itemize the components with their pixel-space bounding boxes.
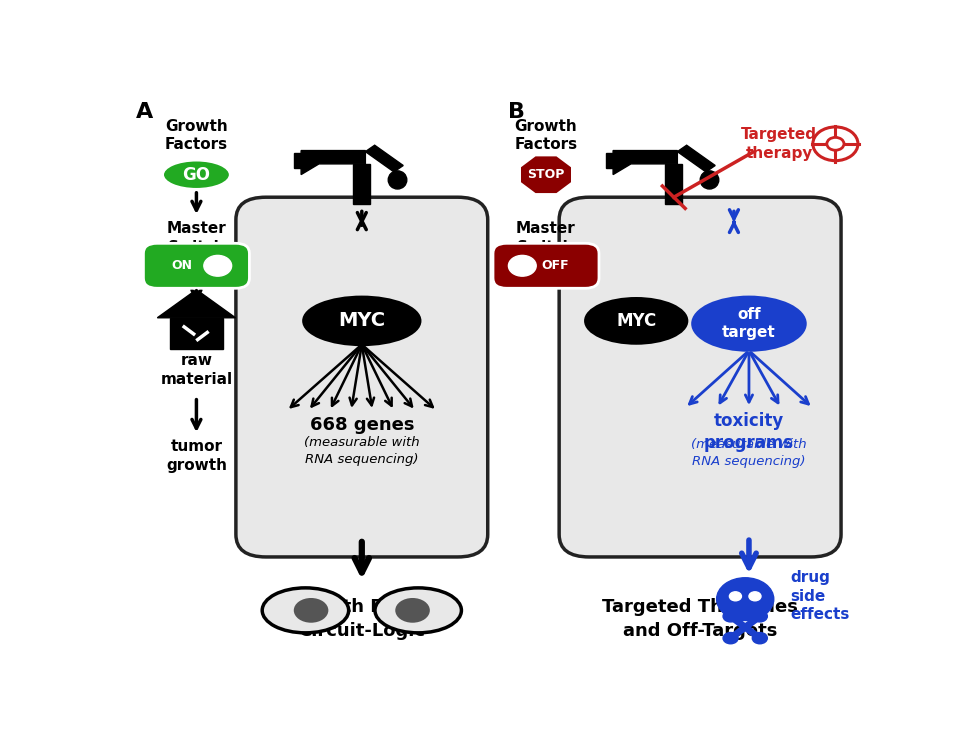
FancyBboxPatch shape bbox=[665, 164, 681, 204]
FancyBboxPatch shape bbox=[492, 243, 599, 288]
Ellipse shape bbox=[375, 588, 461, 633]
Ellipse shape bbox=[294, 598, 328, 623]
Text: tumor
growth: tumor growth bbox=[166, 439, 227, 472]
Text: Master
Switch: Master Switch bbox=[167, 221, 226, 255]
Text: (measurable with
RNA sequencing): (measurable with RNA sequencing) bbox=[303, 436, 420, 466]
Text: STOP: STOP bbox=[527, 168, 564, 181]
Ellipse shape bbox=[692, 297, 804, 350]
Text: Targeted
therapy: Targeted therapy bbox=[740, 127, 816, 161]
Circle shape bbox=[508, 255, 536, 276]
Text: GO: GO bbox=[182, 166, 210, 184]
Polygon shape bbox=[365, 145, 403, 172]
Text: drug
side
effects: drug side effects bbox=[790, 570, 849, 623]
Circle shape bbox=[716, 577, 773, 620]
Text: A: A bbox=[136, 101, 153, 122]
Text: Growth
Factors: Growth Factors bbox=[514, 118, 577, 152]
Circle shape bbox=[203, 255, 232, 276]
Ellipse shape bbox=[262, 588, 348, 633]
Circle shape bbox=[748, 592, 761, 601]
FancyBboxPatch shape bbox=[558, 197, 840, 557]
FancyBboxPatch shape bbox=[353, 164, 370, 204]
Text: B: B bbox=[508, 101, 525, 122]
Text: 668 genes: 668 genes bbox=[309, 416, 414, 434]
Text: raw
material: raw material bbox=[160, 353, 233, 386]
Text: off
target: off target bbox=[721, 307, 775, 340]
FancyBboxPatch shape bbox=[170, 318, 223, 349]
Text: OFF: OFF bbox=[541, 259, 569, 272]
Circle shape bbox=[729, 592, 740, 601]
Polygon shape bbox=[300, 150, 365, 174]
FancyBboxPatch shape bbox=[606, 153, 618, 168]
Text: MYC: MYC bbox=[338, 312, 385, 331]
Polygon shape bbox=[519, 155, 572, 194]
Text: (measurable with
RNA sequencing): (measurable with RNA sequencing) bbox=[691, 438, 806, 468]
Text: Growth Factor
Circuit-Logic: Growth Factor Circuit-Logic bbox=[290, 598, 433, 639]
Ellipse shape bbox=[388, 171, 406, 189]
Text: Growth
Factors: Growth Factors bbox=[165, 118, 228, 152]
Ellipse shape bbox=[163, 160, 230, 189]
Ellipse shape bbox=[303, 297, 420, 345]
Text: MYC: MYC bbox=[615, 312, 656, 330]
FancyBboxPatch shape bbox=[294, 153, 306, 168]
FancyBboxPatch shape bbox=[235, 197, 487, 557]
FancyBboxPatch shape bbox=[143, 243, 249, 288]
Circle shape bbox=[722, 632, 737, 644]
Text: ON: ON bbox=[172, 259, 193, 272]
Polygon shape bbox=[612, 150, 676, 174]
FancyBboxPatch shape bbox=[725, 602, 764, 618]
Circle shape bbox=[752, 611, 766, 622]
Text: Targeted Therapies
and Off-Targets: Targeted Therapies and Off-Targets bbox=[602, 598, 797, 639]
Polygon shape bbox=[676, 145, 714, 172]
Ellipse shape bbox=[700, 171, 718, 189]
Circle shape bbox=[722, 611, 737, 622]
Ellipse shape bbox=[394, 598, 429, 623]
Polygon shape bbox=[157, 290, 235, 318]
Text: Master
Switch: Master Switch bbox=[516, 221, 576, 255]
Text: toxicity
programs: toxicity programs bbox=[703, 412, 794, 452]
Ellipse shape bbox=[585, 299, 686, 343]
Circle shape bbox=[752, 632, 766, 644]
